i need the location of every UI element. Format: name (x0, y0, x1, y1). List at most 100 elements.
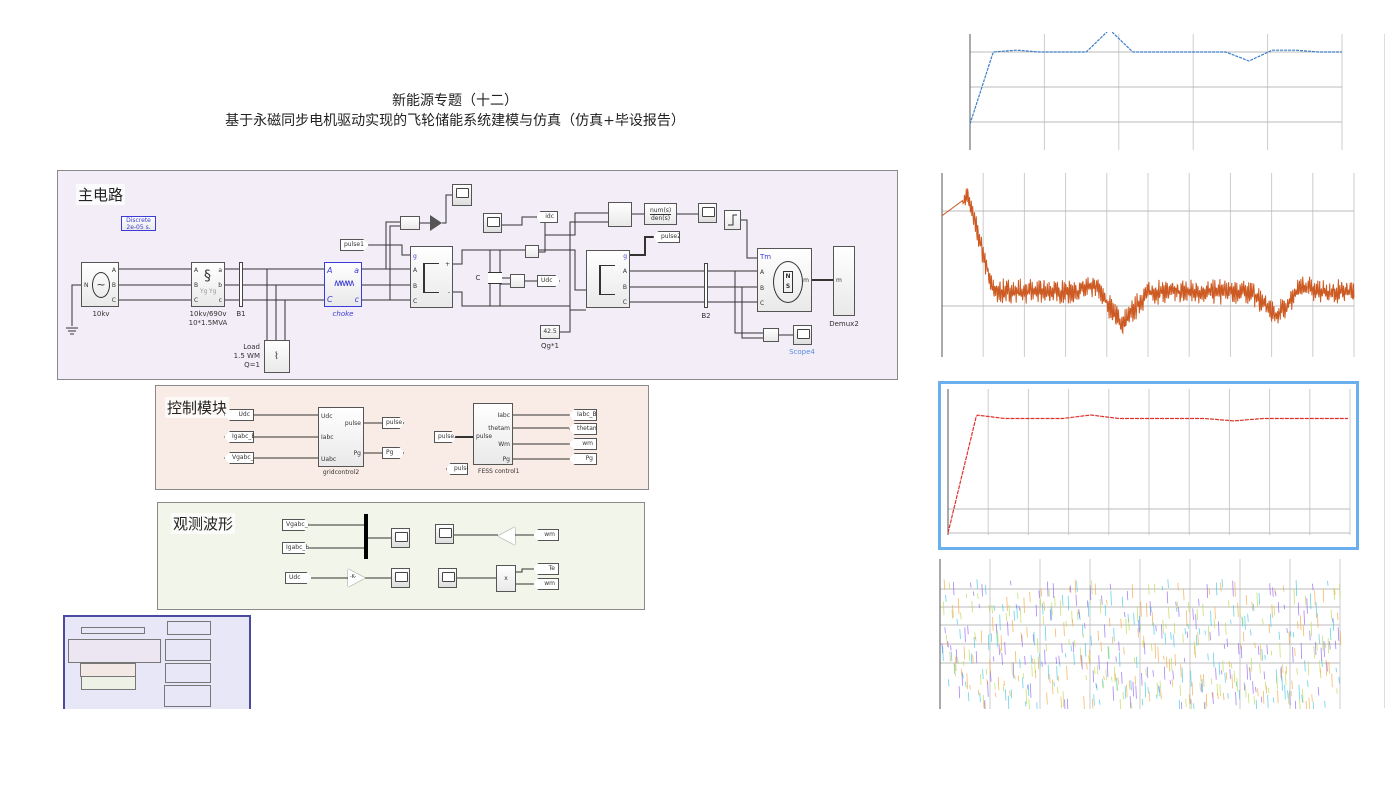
series-mark (1035, 604, 1038, 617)
thumb-chart-3 (165, 663, 211, 683)
udc-from-tag[interactable]: Udc (224, 409, 254, 421)
series-mark (980, 674, 982, 685)
series-mark (1163, 666, 1166, 680)
scope-block[interactable] (452, 184, 472, 206)
series-mark (1262, 618, 1264, 625)
series-mark (1201, 678, 1204, 693)
series-mark (1000, 648, 1002, 654)
series-mark (1298, 684, 1300, 700)
udc-scope[interactable] (391, 568, 410, 588)
pg-goto-tag[interactable]: Pg (382, 447, 404, 459)
vgabc-b-from-tag[interactable]: Vgabc_B (224, 452, 254, 464)
series-mark (973, 637, 976, 648)
rectifier-block[interactable]: g A B C + - (410, 246, 453, 308)
scope4-block[interactable] (793, 325, 812, 345)
pmsm-block[interactable]: Tm A B C m N S (757, 248, 812, 312)
fess-control-subsystem[interactable]: Iabc thetam Wm Pg pulse (473, 403, 513, 465)
bus-b2[interactable] (704, 263, 708, 308)
series-mark (1327, 637, 1330, 654)
pulse1-goto-tag[interactable]: pulse1 (382, 417, 404, 429)
voltage-measurement-block[interactable] (510, 274, 525, 288)
load-block[interactable]: ⌇ (264, 340, 290, 373)
tf-scope[interactable] (698, 203, 717, 223)
sum-block[interactable] (400, 216, 420, 230)
wm-tag-2[interactable]: wm (533, 578, 559, 590)
inverter-block[interactable]: g A B C (586, 250, 630, 308)
series-mark (1084, 642, 1087, 657)
capacitor-icon[interactable] (488, 272, 502, 284)
speed-scope[interactable] (435, 524, 454, 544)
gain-block[interactable] (348, 569, 365, 587)
port-a-in: A (194, 267, 199, 274)
wm-from-tag[interactable]: wm (569, 438, 597, 450)
series-mark (1224, 672, 1226, 683)
selected-chart-frame[interactable] (938, 381, 1359, 550)
ac-source-block[interactable]: ~ N A B C (81, 262, 119, 307)
series-mark (1315, 602, 1318, 618)
gridcontrol-subsystem[interactable]: Udc Iabc Uabc pulse Pg (318, 407, 364, 467)
power-scope[interactable] (438, 568, 457, 588)
udc-tag[interactable]: Udc (285, 572, 312, 584)
port-c-in: C (194, 297, 199, 304)
pulse2-goto-tag[interactable]: pulse2 (434, 431, 456, 443)
bus-b1[interactable] (239, 262, 243, 307)
pulse1-from-tag[interactable]: pulse1 (340, 239, 369, 251)
pulse2-from-tag[interactable]: pulse2 (653, 231, 680, 243)
series-mark (1260, 696, 1263, 703)
powergui-block[interactable]: Discrete 2e-05 s. (121, 216, 156, 231)
series-mark (990, 633, 993, 642)
step-block[interactable] (724, 210, 741, 230)
series-mark (1270, 613, 1272, 628)
igabc-b-from-tag[interactable]: Igabc_B (224, 431, 254, 443)
series-mark (1055, 656, 1057, 665)
series-mark (1263, 671, 1266, 680)
series-mark (1147, 687, 1149, 694)
series-mark (1156, 682, 1159, 697)
idc-scope[interactable] (483, 213, 502, 233)
port-a-out: a (218, 267, 222, 274)
udc-goto-tag[interactable]: Udc (537, 275, 560, 287)
series-mark (1182, 633, 1184, 643)
series-mark (1125, 618, 1127, 634)
constant-block[interactable]: 42.5 (540, 325, 560, 339)
idc-from-tag[interactable]: idc (536, 211, 558, 223)
gain-block[interactable] (430, 215, 442, 231)
pg-from-tag[interactable]: Pg (569, 453, 597, 465)
line-voltage-sum-block[interactable] (763, 328, 779, 342)
igabc-b1-tag[interactable]: Igabc_B1 (282, 542, 310, 554)
series-mark (1083, 695, 1085, 709)
series-mark (995, 692, 997, 698)
series-mark (1054, 628, 1057, 638)
transfer-fcn-block[interactable]: num(s) den(s) (644, 203, 677, 225)
pulse2-extra-tag[interactable]: pulse2 (446, 463, 468, 475)
series-mark (1021, 634, 1023, 647)
te-tag[interactable]: Te (533, 563, 559, 575)
choke-block[interactable]: ʍʍʍ A C a c (324, 262, 362, 307)
product-block[interactable] (608, 202, 632, 227)
series-mark (1084, 623, 1086, 629)
thetam-from-tag[interactable]: thetam (569, 423, 597, 435)
series-mark (1141, 698, 1144, 706)
mux-block[interactable] (364, 514, 368, 559)
wm-tag[interactable]: wm (533, 529, 559, 541)
port-pulse: pulse (344, 420, 361, 427)
speed-gain-block[interactable] (498, 527, 515, 545)
model-overview-thumbnail[interactable] (63, 615, 251, 709)
port-c-in: C (327, 295, 333, 304)
series-mark (1150, 606, 1152, 612)
demux-block[interactable]: m (833, 246, 855, 316)
series-mark (1176, 601, 1179, 609)
series-mark (1189, 698, 1191, 704)
vgabc-b-tag[interactable]: Vgabc_B (282, 519, 310, 531)
port-wm: Wm (498, 441, 510, 448)
igbt-icon (423, 263, 439, 293)
iabc-b2-from-tag[interactable]: Iabc_B2 (569, 409, 597, 421)
series-mark (1284, 684, 1286, 700)
series-mark (1210, 678, 1213, 685)
product-block[interactable]: x (496, 565, 516, 592)
current-measurement-block[interactable] (525, 245, 539, 258)
series-mark (1010, 580, 1012, 586)
transformer-block[interactable]: § A B C a b c Yg Yg (191, 262, 225, 307)
series-mark (1001, 653, 1003, 665)
grid-scope[interactable] (391, 528, 410, 548)
